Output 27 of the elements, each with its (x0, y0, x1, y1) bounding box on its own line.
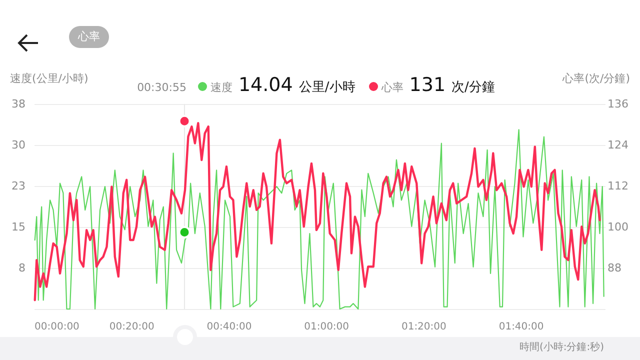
y2-tick-label: 88 (608, 262, 622, 274)
y-axis-title: 速度(公里/小時) (10, 71, 88, 86)
legend-label: 速度 (209, 80, 232, 95)
y-tick-label: 23 (12, 180, 26, 192)
text: 心率 (69, 26, 109, 48)
text: 00:30:55 (137, 81, 186, 94)
text: 131 (409, 74, 446, 96)
text: 公里/小時 (298, 79, 356, 96)
y-tick-label: 38 (12, 98, 26, 110)
y2-tick-label: 112 (608, 180, 628, 192)
y2-tick-label: 124 (608, 138, 628, 152)
text: 14.04 (238, 74, 293, 96)
x-tick-label: 01:20:00 (401, 322, 446, 332)
y2-tick-label: 100 (608, 220, 628, 234)
x-tick-label: 00:40:00 (206, 322, 252, 332)
y2-axis-title: 心率(次/分鐘) (562, 71, 630, 86)
y-tick-label: 8 (18, 262, 26, 274)
legend-label: 心率 (380, 80, 404, 95)
y2-tick-label: 136 (608, 98, 628, 110)
x-axis-title: 時間(小時:分鐘:秒) (519, 340, 604, 354)
y-tick-label: 30 (12, 138, 26, 152)
x-tick-label: 00:00:00 (34, 322, 80, 332)
text: 次/分鐘 (452, 79, 495, 96)
y-tick-label: 15 (12, 220, 26, 234)
x-tick-label: 01:00:00 (304, 322, 350, 332)
x-tick-label: 01:40:00 (498, 322, 544, 332)
x-tick-label: 00:20:00 (109, 322, 154, 332)
